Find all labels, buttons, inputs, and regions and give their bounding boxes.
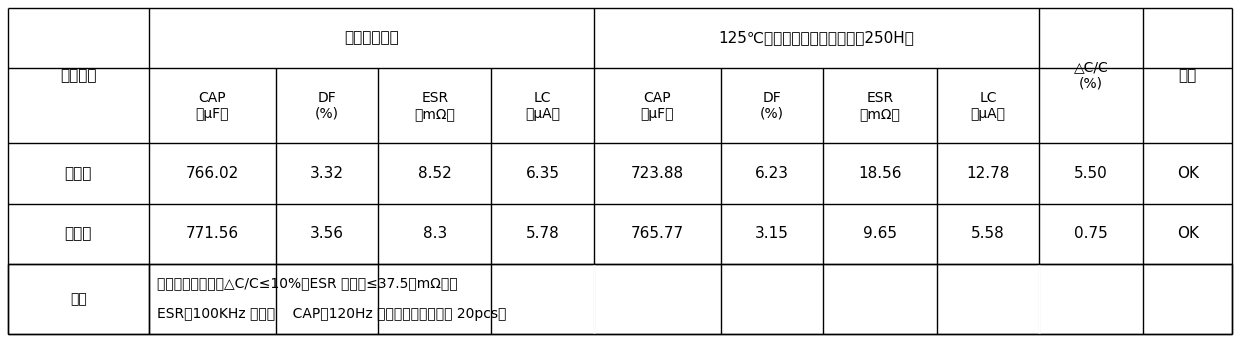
Text: 初始特性参数: 初始特性参数 — [343, 31, 399, 45]
Text: 723.88: 723.88 — [631, 166, 684, 181]
Text: 6.35: 6.35 — [526, 166, 559, 181]
Text: CAP
（μF）: CAP （μF） — [641, 91, 675, 121]
Text: 3.56: 3.56 — [310, 226, 343, 241]
Text: 6.23: 6.23 — [755, 166, 789, 181]
Text: 771.56: 771.56 — [186, 226, 239, 241]
Text: 3.32: 3.32 — [310, 166, 343, 181]
Text: ESR
（mΩ）: ESR （mΩ） — [414, 91, 455, 121]
Text: 容量变化率标准：△C/C≤10%，ESR 标准：≤37.5（mΩ）；: 容量变化率标准：△C/C≤10%，ESR 标准：≤37.5（mΩ）； — [156, 277, 458, 291]
Text: 18.56: 18.56 — [858, 166, 901, 181]
Text: 12.78: 12.78 — [966, 166, 1009, 181]
Text: 9.65: 9.65 — [863, 226, 897, 241]
Text: 0.75: 0.75 — [1074, 226, 1109, 241]
Text: △C/C
(%): △C/C (%) — [1074, 61, 1109, 91]
Text: DF
(%): DF (%) — [760, 91, 784, 121]
Text: 判定: 判定 — [1178, 68, 1197, 83]
Text: CAP
（μF）: CAP （μF） — [196, 91, 229, 121]
Text: 766.02: 766.02 — [186, 166, 239, 181]
Text: 5.58: 5.58 — [971, 226, 1004, 241]
Text: 比较例: 比较例 — [64, 166, 92, 181]
Text: 765.77: 765.77 — [631, 226, 684, 241]
Text: 备注: 备注 — [69, 292, 87, 306]
Text: 3.15: 3.15 — [755, 226, 789, 241]
Text: DF
(%): DF (%) — [315, 91, 339, 121]
Text: LC
（μA）: LC （μA） — [526, 91, 560, 121]
Text: ESR
（mΩ）: ESR （mΩ） — [859, 91, 900, 121]
Text: 8.52: 8.52 — [418, 166, 451, 181]
Text: 8.3: 8.3 — [423, 226, 446, 241]
Text: LC
（μA）: LC （μA） — [971, 91, 1006, 121]
Text: OK: OK — [1177, 226, 1199, 241]
Text: 5.78: 5.78 — [526, 226, 559, 241]
Text: ESR：100KHz 测试；    CAP：120Hz 测试；每组试验样品 20pcs。: ESR：100KHz 测试； CAP：120Hz 测试；每组试验样品 20pcs… — [156, 307, 506, 321]
Text: 5.50: 5.50 — [1074, 166, 1109, 181]
Text: OK: OK — [1177, 166, 1199, 181]
Text: 实施例: 实施例 — [64, 226, 92, 241]
Text: 125℃高温负荷试验特性参数（250H）: 125℃高温负荷试验特性参数（250H） — [719, 31, 915, 45]
Text: 试验样品: 试验样品 — [60, 68, 97, 83]
